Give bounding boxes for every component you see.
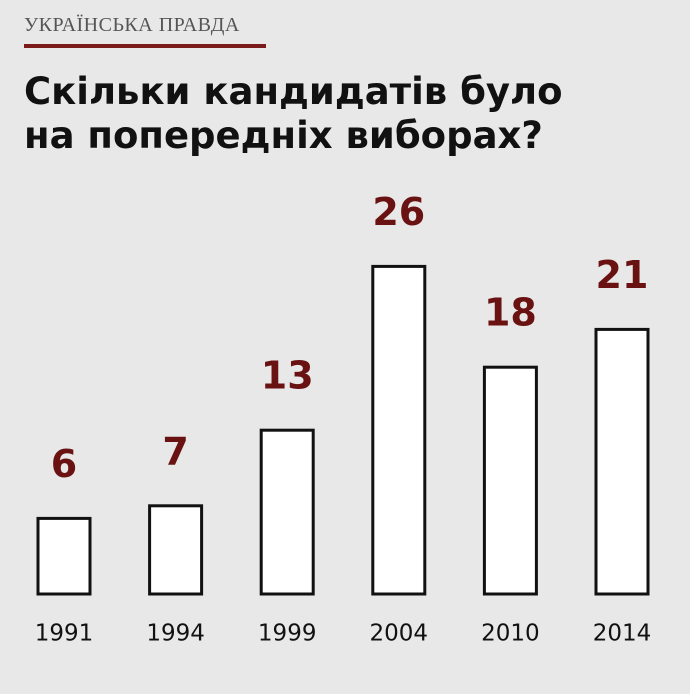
x-tick-label: 2010 [481,621,540,647]
value-label: 26 [372,190,425,234]
value-label: 21 [596,253,649,297]
bar [371,264,427,596]
value-label: 13 [261,354,314,398]
x-tick-label: 1994 [146,621,205,647]
value-label: 18 [484,291,537,335]
x-tick-label: 1999 [258,621,317,647]
bar [259,428,315,596]
bar [482,365,538,596]
value-label: 6 [51,442,77,486]
x-tick-label: 2004 [370,621,429,647]
bar [148,504,204,596]
x-tick-label: 2014 [593,621,652,647]
brand-rule [24,44,266,48]
bar [594,327,650,596]
chart-title: Скільки кандидатів було на попередніх ви… [24,70,563,157]
brand: УКРАЇНСЬКА ПРАВДА [24,14,240,36]
x-tick-label: 1991 [35,621,94,647]
bar [36,516,92,596]
value-label: 7 [162,429,188,473]
